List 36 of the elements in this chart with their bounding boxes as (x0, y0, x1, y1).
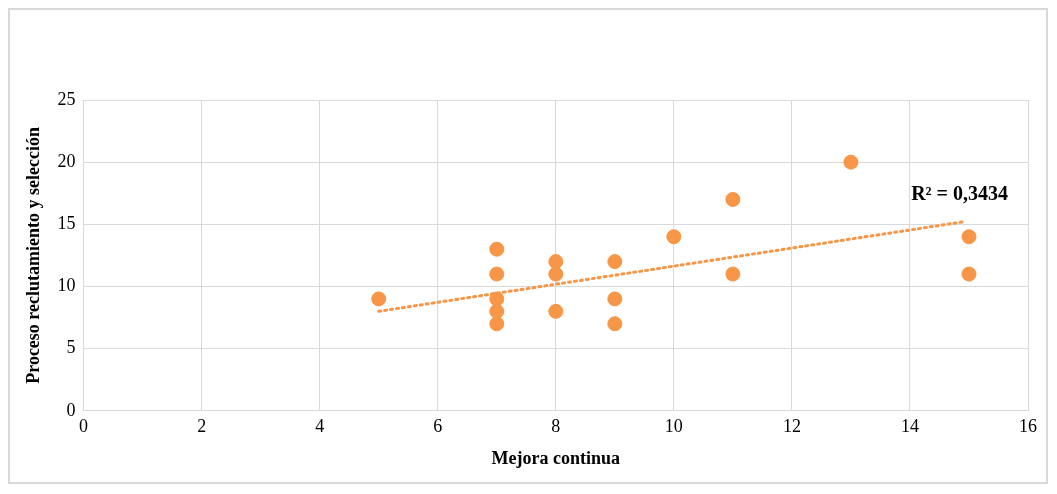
y-tick-label: 25 (57, 88, 76, 109)
y-tick-label: 10 (57, 275, 76, 296)
point (371, 291, 387, 307)
point (607, 291, 623, 307)
point (961, 266, 977, 282)
point (607, 316, 623, 332)
x-tick-label: 0 (79, 416, 89, 437)
x-tick-label: 14 (900, 416, 919, 437)
x-tick-label: 16 (1019, 416, 1037, 437)
x-tick-label: 12 (782, 416, 801, 437)
y-tick-label: 0 (66, 399, 76, 420)
point (725, 191, 741, 207)
x-tick-label: 8 (551, 416, 561, 437)
point (548, 303, 564, 319)
annotation: R² = 0,3434 (911, 182, 1008, 204)
point (548, 266, 564, 282)
y-tick-label: 5 (66, 337, 76, 358)
x-axis-title: Mejora continua (491, 447, 621, 468)
point (961, 229, 977, 245)
y-axis-title: Proceso reclutamiento y selección (23, 127, 44, 384)
point (666, 229, 682, 245)
x-tick-label: 10 (664, 416, 683, 437)
point (489, 316, 505, 332)
x-tick-label: 4 (315, 416, 325, 437)
point (489, 266, 505, 282)
x-tick-label: 6 (433, 416, 443, 437)
y-tick-label: 15 (57, 213, 76, 234)
point (489, 303, 505, 319)
point (725, 266, 741, 282)
point (489, 241, 505, 257)
x-tick-label: 2 (197, 416, 207, 437)
point (607, 254, 623, 270)
point (843, 154, 859, 170)
point (548, 254, 564, 270)
point (489, 291, 505, 307)
y-tick-label: 20 (57, 150, 76, 171)
